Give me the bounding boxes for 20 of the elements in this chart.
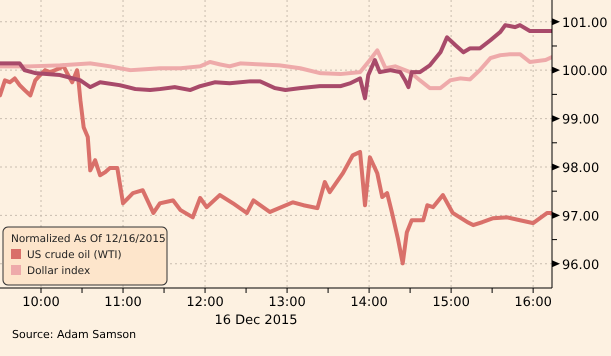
source-note: Source: Adam Samson [12,328,136,341]
x-tick-label: 12:00 [186,295,224,310]
y-tick-label: 101.00 [562,16,608,31]
y-tick-label: 100.00 [562,64,608,80]
x-tick-label: 15:00 [432,295,470,310]
x-tick-label: 13:00 [268,295,306,310]
y-tick-label: 98.00 [562,160,600,176]
legend-label: US crude oil (WTI) [27,249,122,261]
x-tick-label: 16:00 [514,295,552,310]
line-series [0,48,552,90]
y-tick-label: 97.00 [562,209,600,224]
legend-label: Dollar index [27,265,90,277]
legend-title: Normalized As Of 12/16/2015 [11,233,166,245]
x-tick-label: 11:00 [104,295,142,310]
y-tick-label: 96.00 [562,258,600,273]
x-axis-title: 16 Dec 2015 [214,313,298,328]
y-tick-label: 99.00 [562,112,600,128]
line-series [0,23,552,100]
x-tick-label: 14:00 [350,295,388,310]
x-tick-label: 10:00 [22,295,60,310]
